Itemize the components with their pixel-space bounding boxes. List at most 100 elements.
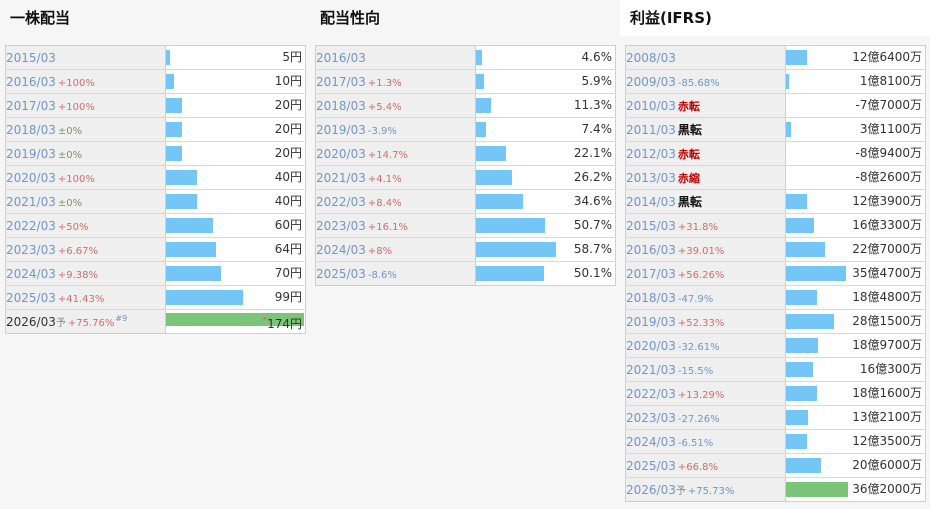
table-row: 2019/03 -3.9% 7.4% — [315, 117, 616, 142]
bar — [166, 50, 170, 65]
change-label: 黒転 — [677, 195, 702, 209]
table-row: 2025/03 +41.43% 99円 — [5, 285, 306, 310]
value-text: 16億3300万 — [852, 218, 922, 232]
bar — [476, 122, 487, 137]
period-cell: 2016/03 +39.01% — [625, 237, 786, 262]
period-label: 2011/03 — [626, 123, 676, 137]
period-label: 2008/03 — [626, 50, 676, 65]
period-label: 2025/03 — [316, 266, 366, 281]
value-cell: 28億1500万 — [785, 309, 926, 334]
value-cell: 20円 — [165, 117, 306, 142]
change-label: -47.9% — [677, 293, 714, 305]
value-label: 40円 — [275, 167, 302, 190]
period-cell: 2025/03 +66.8% — [625, 453, 786, 478]
value-text: 35億4700万 — [852, 266, 922, 280]
period-cell: 2025/03 -8.6% — [315, 261, 476, 286]
change-label: -3.9% — [367, 125, 397, 137]
change-label: +75.73% — [687, 486, 735, 497]
change-label: +8.4% — [367, 197, 402, 209]
change-label: -6.51% — [677, 437, 714, 449]
bar — [786, 122, 792, 137]
change-label: -27.26% — [677, 413, 720, 425]
change-label: -32.61% — [677, 341, 720, 353]
period-label: 2023/03 — [316, 218, 366, 233]
value-cell: 12億3900万 — [785, 189, 926, 214]
period-label: 2009/03 — [626, 74, 676, 89]
bar — [166, 218, 213, 233]
change-label: +56.26% — [677, 269, 725, 281]
period-cell: 2022/03 +8.4% — [315, 189, 476, 214]
value-text: 7.4% — [581, 122, 613, 136]
dividend-per-share-chart: 2015/03 5円 2016/03 +100% 10円 2017/03 +100% 20円 2… — [5, 45, 306, 334]
bar — [476, 194, 524, 209]
period-label: 2024/03 — [626, 434, 676, 449]
value-cell: 4.6% — [476, 46, 616, 70]
footnote-link[interactable]: #9 — [115, 314, 128, 323]
value-cell: 20億6000万 — [785, 453, 926, 478]
value-text: 36億2000万 — [852, 482, 922, 496]
value-text: 20円 — [274, 122, 302, 136]
value-label: 36億2000万 — [852, 479, 922, 502]
value-text: 174円 — [267, 317, 302, 331]
change-label: ±0% — [57, 149, 83, 161]
value-cell: 60円 — [165, 213, 306, 238]
period-cell: 2016/03 +100% — [5, 69, 166, 94]
table-row: 2020/03 +100% 40円 — [5, 165, 306, 190]
period-cell: 2019/03 +52.33% — [625, 309, 786, 334]
table-row: 2011/03 黒転 3億1100万 — [625, 117, 926, 142]
value-label: 1億8100万 — [860, 71, 922, 94]
bar — [786, 458, 822, 473]
value-text: -8億2600万 — [855, 170, 922, 184]
value-text: 11.3% — [573, 98, 612, 112]
period-label: 2023/03 — [6, 242, 56, 257]
table-row: 2015/03 +31.8% 16億3300万 — [625, 213, 926, 238]
value-label: 50.1% — [574, 263, 612, 286]
forecast-mark: 予 — [55, 318, 66, 329]
table-row: 2022/03 +8.4% 34.6% — [315, 189, 616, 214]
value-text: 22億7000万 — [852, 242, 922, 256]
period-label: 2020/03 — [6, 170, 56, 185]
bar — [786, 266, 847, 281]
change-label: 赤縮 — [677, 171, 700, 185]
value-label: 58.7% — [574, 239, 612, 262]
value-cell: 40円 — [165, 189, 306, 214]
change-label: -8.6% — [367, 269, 397, 281]
value-label: 3億1100万 — [860, 119, 922, 142]
period-cell: 2020/03 +100% — [5, 165, 166, 190]
value-text: 28億1500万 — [852, 314, 922, 328]
table-row: 2024/03 +9.38% 70円 — [5, 261, 306, 286]
table-row: 2026/03予 +75.76%#9 *174円 — [5, 309, 306, 334]
value-cell: 40円 — [165, 165, 306, 190]
period-label: 2022/03 — [6, 218, 56, 233]
change-label: -15.5% — [677, 365, 714, 377]
period-cell: 2026/03予 +75.73% — [625, 477, 786, 502]
period-cell: 2018/03 -47.9% — [625, 285, 786, 310]
period-cell: 2019/03 ±0% — [5, 141, 166, 166]
value-cell: 5.9% — [475, 69, 616, 94]
value-cell: 11.3% — [475, 93, 616, 118]
bar — [476, 218, 545, 233]
period-label: 2018/03 — [316, 98, 366, 113]
period-label: 2017/03 — [316, 74, 366, 89]
period-label: 2015/03 — [6, 50, 56, 65]
table-row: 2018/03 +5.4% 11.3% — [315, 93, 616, 118]
table-row: 2022/03 +13.29% 18億1600万 — [625, 381, 926, 406]
table-row: 2019/03 +52.33% 28億1500万 — [625, 309, 926, 334]
value-cell: 99円 — [165, 285, 306, 310]
period-label: 2019/03 — [6, 146, 56, 161]
table-row: 2024/03 +8% 58.7% — [315, 237, 616, 262]
bar — [786, 362, 814, 377]
change-label: +16.1% — [367, 221, 409, 233]
value-text: -7億7000万 — [855, 98, 922, 112]
period-cell: 2011/03 黒転 — [625, 117, 786, 142]
bar — [786, 242, 825, 257]
value-label: 7.4% — [581, 119, 613, 142]
value-label: 50.7% — [574, 215, 612, 238]
period-label: 2024/03 — [6, 266, 56, 281]
bar — [476, 242, 556, 257]
value-label: 22億7000万 — [852, 239, 922, 262]
period-cell: 2024/03 -6.51% — [625, 429, 786, 454]
value-label: 12億6400万 — [852, 46, 922, 69]
value-text: 18億1600万 — [852, 386, 922, 400]
period-cell: 2009/03 -85.68% — [625, 69, 786, 94]
